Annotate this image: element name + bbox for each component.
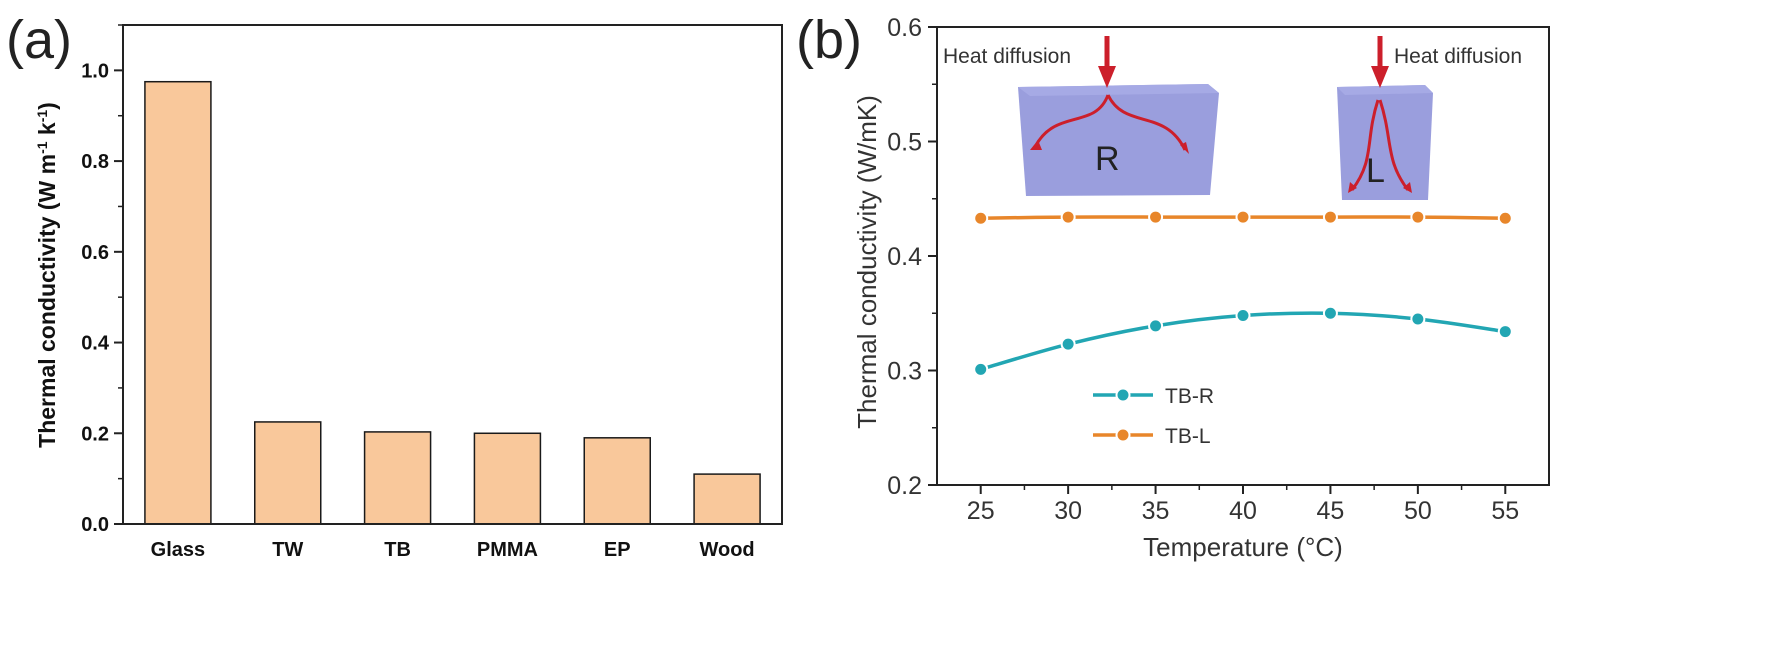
point-tb-r-35	[1148, 318, 1164, 334]
panel-b-line-chart: (b) R L	[796, 10, 1550, 562]
point-tb-r-25	[973, 361, 989, 377]
panel-a-bars	[144, 80, 761, 525]
legend-marker-tb-l	[1115, 427, 1131, 443]
x-tick-label-wood: Wood	[699, 539, 754, 561]
y-tick-label-2: 0.4	[887, 243, 922, 271]
legend-label-tb-r: TB-R	[1165, 385, 1214, 408]
block-r-letter: R	[1095, 140, 1120, 178]
point-tb-r-45	[1322, 305, 1338, 321]
block-l-illustration: L	[1337, 85, 1433, 200]
point-tb-l-45	[1322, 209, 1338, 225]
x-tick-label-tw: TW	[272, 539, 303, 561]
y-tick-label-1: 0.3	[887, 358, 922, 386]
panel-b-label: (b)	[796, 10, 862, 70]
point-tb-r-50	[1410, 311, 1426, 327]
bar-tb	[363, 431, 432, 525]
y-tick-label-4: 0.6	[887, 14, 922, 42]
point-tb-l-30	[1060, 209, 1076, 225]
heat-diffusion-label-right: Heat diffusion	[1394, 45, 1522, 68]
y-tick-label-3: 0.6	[81, 242, 109, 264]
x-tick-label-25: 25	[967, 497, 995, 525]
y-tick-label-4: 0.8	[81, 151, 109, 173]
heat-diffusion-label-left: Heat diffusion	[943, 45, 1071, 68]
panel-a-category-labels: Glass TW TB PMMA EP Wood	[151, 539, 755, 561]
x-tick-label-30: 30	[1054, 497, 1082, 525]
x-tick-label-55: 55	[1491, 497, 1519, 525]
y-tick-label-5: 1.0	[81, 60, 109, 82]
y-tick-label-0: 0.0	[81, 514, 109, 536]
block-r-illustration: R	[1018, 84, 1219, 196]
panel-b-y-axis-label: Thermal conductivity (W/mK)	[852, 95, 882, 429]
point-tb-r-55	[1497, 324, 1513, 340]
x-tick-label-45: 45	[1317, 497, 1345, 525]
y-tick-label-3: 0.5	[887, 129, 922, 157]
x-tick-label-35: 35	[1142, 497, 1170, 525]
heat-arrow-right	[1371, 36, 1389, 88]
x-tick-label-pmma: PMMA	[477, 539, 538, 561]
point-tb-l-55	[1497, 210, 1513, 226]
point-tb-r-40	[1235, 308, 1251, 324]
heat-diffusion-inset: R L Heat diffusion Heat diffusion	[943, 36, 1522, 200]
y-tick-label-2: 0.4	[81, 333, 110, 355]
bar-tw	[254, 421, 322, 525]
x-tick-label-tb: TB	[384, 539, 411, 561]
legend-label-tb-l: TB-L	[1165, 425, 1211, 448]
panel-a-y-ticks: 0.0 0.2 0.4 0.6 0.8 1.0	[81, 24, 123, 536]
bar-pmma	[473, 432, 542, 525]
x-tick-label-50: 50	[1404, 497, 1432, 525]
y-tick-label-1: 0.2	[81, 423, 109, 445]
bar-ep	[583, 437, 651, 525]
panel-b-y-ticks: 0.2 0.3 0.4 0.5 0.6	[887, 14, 937, 500]
panel-a-y-axis-label: Thermal conductivity (W m-1 k-1)	[34, 102, 60, 448]
panel-a-plot-frame	[122, 24, 783, 525]
x-tick-label-40: 40	[1229, 497, 1257, 525]
heat-arrow-left	[1098, 36, 1116, 88]
panel-a-label: (a)	[6, 10, 72, 70]
panel-a-bar-chart: (a) 0.0 0.2 0.4 0.6 0.8 1.0 Glass TW TB PMMA EP Wo…	[6, 10, 783, 561]
block-l-letter: L	[1366, 152, 1385, 190]
x-tick-label-glass: Glass	[151, 539, 205, 561]
point-tb-r-30	[1060, 336, 1076, 352]
bar-wood	[693, 473, 761, 525]
x-tick-label-ep: EP	[604, 539, 631, 561]
point-tb-l-50	[1410, 209, 1426, 225]
panel-b-plot-frame	[936, 26, 1550, 486]
y-tick-label-0: 0.2	[887, 472, 922, 500]
point-tb-l-25	[973, 210, 989, 226]
bar-glass	[144, 80, 212, 525]
panel-b-legend: TB-R TB-L	[1093, 385, 1214, 448]
panel-b-x-ticks: 25 30 35 40 45 50 55	[967, 485, 1519, 525]
point-tb-l-40	[1235, 209, 1251, 225]
panel-b-x-axis-label: Temperature (°C)	[1143, 532, 1343, 562]
legend-marker-tb-r	[1115, 387, 1131, 403]
point-tb-l-35	[1148, 209, 1164, 225]
panel-b-series	[973, 209, 1513, 377]
